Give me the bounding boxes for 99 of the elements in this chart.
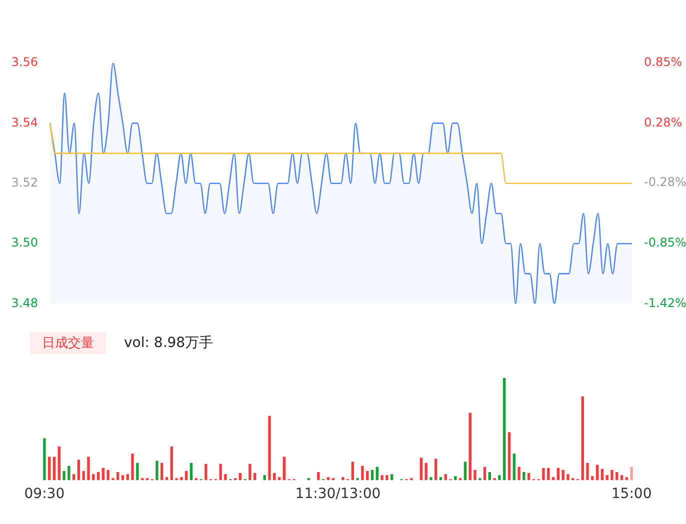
bar xyxy=(219,464,222,480)
bar xyxy=(512,454,516,480)
bar xyxy=(126,474,129,480)
bar xyxy=(121,475,124,480)
bar xyxy=(43,438,46,480)
bar xyxy=(361,466,364,480)
bar xyxy=(366,471,369,480)
bar xyxy=(552,477,555,480)
bar xyxy=(87,456,90,480)
bar xyxy=(474,470,476,480)
text: vol: 8.98万手 xyxy=(124,334,214,352)
bar xyxy=(170,446,173,480)
bar xyxy=(386,475,388,480)
bar xyxy=(238,473,242,480)
text: 日成交量 xyxy=(30,332,106,354)
bar xyxy=(527,473,530,480)
bar xyxy=(224,474,227,480)
bar xyxy=(483,466,486,480)
y-tick-label: 3.48 xyxy=(11,296,38,310)
bar xyxy=(165,477,168,480)
bar xyxy=(430,477,432,480)
bar xyxy=(160,462,164,480)
bar xyxy=(96,472,100,480)
bar xyxy=(468,412,472,480)
bar xyxy=(503,378,506,480)
bar xyxy=(253,473,256,480)
bar xyxy=(263,475,266,480)
bar xyxy=(278,477,281,480)
bar xyxy=(326,477,330,480)
bar xyxy=(72,474,76,480)
bar xyxy=(390,474,394,480)
y2-tick-label: -0.28% xyxy=(644,174,686,189)
bar xyxy=(351,462,354,480)
bar xyxy=(52,456,56,480)
bar xyxy=(566,474,570,480)
bar xyxy=(454,476,457,480)
bar xyxy=(581,396,584,480)
bar xyxy=(610,470,614,480)
bar xyxy=(586,462,589,480)
bar xyxy=(630,466,633,480)
bar xyxy=(620,475,624,480)
bar xyxy=(420,458,423,480)
bar xyxy=(77,460,80,480)
y-tick-label: 3.54 xyxy=(11,115,38,130)
bar xyxy=(606,475,608,480)
bar xyxy=(156,460,158,480)
y-tick-label: 3.50 xyxy=(11,236,38,250)
bar xyxy=(58,446,60,480)
bar xyxy=(625,477,628,480)
bar xyxy=(464,462,467,480)
y2-tick-label: 0.28% xyxy=(644,116,682,130)
bar xyxy=(190,462,193,480)
x-tick-label: 15:00 xyxy=(611,486,652,502)
bar xyxy=(204,464,208,480)
bar xyxy=(380,475,384,480)
bar xyxy=(498,475,501,480)
bar xyxy=(102,468,105,480)
bar xyxy=(434,458,438,480)
bar xyxy=(562,470,564,480)
bar xyxy=(317,472,320,480)
bar xyxy=(131,454,134,480)
bar xyxy=(82,471,85,480)
bar xyxy=(342,477,344,480)
bar xyxy=(522,472,526,480)
bar xyxy=(68,466,70,480)
y2-tick-label: -0.85% xyxy=(644,235,686,250)
bar xyxy=(542,468,545,480)
bar xyxy=(370,470,374,480)
x-tick-label: 09:30 xyxy=(24,486,65,502)
bar xyxy=(591,476,594,480)
bar xyxy=(444,474,447,480)
bar xyxy=(116,472,120,480)
bar xyxy=(596,464,599,480)
x-tick-label: 11:30/13:00 xyxy=(295,486,381,502)
y2-tick-label: -1.42% xyxy=(644,296,686,310)
bar xyxy=(556,468,560,480)
bar xyxy=(180,477,183,480)
y-tick-label: 3.52 xyxy=(11,176,38,190)
bar xyxy=(48,456,51,480)
bar xyxy=(273,473,276,480)
bar xyxy=(508,432,511,480)
bar xyxy=(518,466,520,480)
bar xyxy=(268,416,271,480)
bar xyxy=(62,471,66,480)
y-tick-label: 3.56 xyxy=(11,55,38,70)
bar xyxy=(488,472,492,480)
bar xyxy=(424,462,428,480)
bar xyxy=(439,477,442,480)
bar xyxy=(282,456,286,480)
y2-tick-label: 0.85% xyxy=(644,55,682,70)
bar xyxy=(136,462,139,480)
bar xyxy=(600,468,604,480)
bar xyxy=(106,470,110,480)
bar xyxy=(184,471,188,480)
bar xyxy=(547,468,550,480)
bar xyxy=(92,474,95,480)
bar xyxy=(616,472,618,480)
bar xyxy=(248,464,252,480)
bar xyxy=(376,466,378,480)
